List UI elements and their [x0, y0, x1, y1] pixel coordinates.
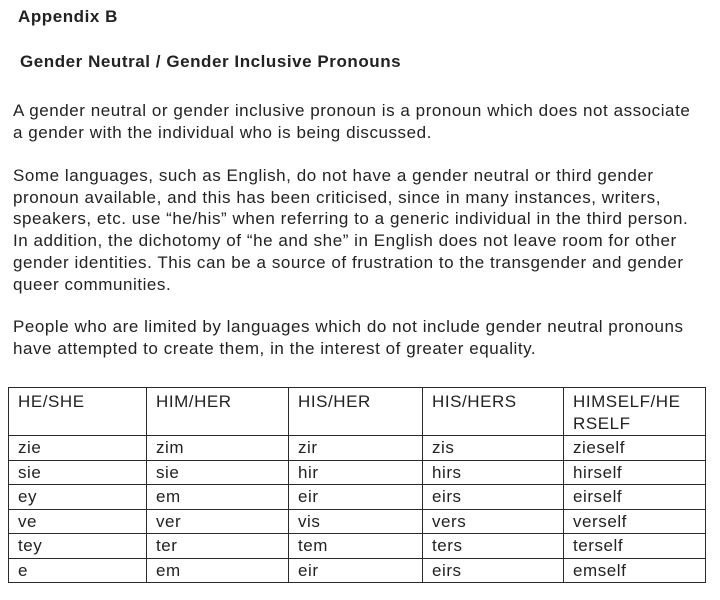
table-cell: vers [422, 508, 564, 534]
table-cell: hirs [422, 459, 564, 485]
table-cell: eirs [422, 484, 564, 510]
paragraph-line: a gender with the individual who is bein… [13, 122, 432, 142]
table-cell: ey [8, 484, 147, 510]
table-cell: eirself [563, 484, 706, 510]
paragraph-line: have attempted to create them, in the in… [13, 338, 537, 358]
paragraph-line: Some languages, such as English, do not … [13, 166, 654, 185]
table-header-cell: HIMSELF/HE RSELF [563, 387, 706, 436]
paragraph-line: In addition, the dichotomy of “he and sh… [13, 231, 677, 251]
table-cell: emself [563, 557, 706, 583]
table-cell: hirself [563, 459, 706, 485]
table-row: zie zim zir zis zieself [8, 435, 706, 461]
table-row: tey ter tem ters terself [8, 533, 706, 559]
paragraph-line: A gender neutral or gender inclusive pro… [13, 101, 691, 120]
table-cell: ve [8, 508, 147, 534]
paragraph-line: pronoun available, and this has been cri… [13, 187, 661, 207]
table-row: e em eir eirs emself [8, 557, 706, 583]
table-header-cell: HIS/HER [288, 387, 423, 436]
paragraph-english-criticism: Some languages, such as English, do not … [13, 165, 688, 295]
paragraph-intro: A gender neutral or gender inclusive pro… [13, 100, 690, 143]
table-cell: sie [8, 459, 147, 485]
table-cell: zim [146, 435, 289, 461]
table-cell: em [146, 557, 289, 583]
table-cell: eir [288, 484, 423, 510]
table-cell: em [146, 484, 289, 510]
table-cell: zieself [563, 435, 706, 461]
table-cell: zis [422, 435, 564, 461]
table-cell: vis [288, 508, 423, 534]
table-cell: e [8, 557, 147, 583]
appendix-title: Appendix B [18, 7, 118, 26]
table-row: ve ver vis vers verself [8, 508, 706, 534]
paragraph-line: speakers, etc. use “he/his” when referri… [13, 209, 689, 229]
paragraph-create-pronouns: People who are limited by languages whic… [13, 316, 684, 359]
table-header-row: HE/SHE HIM/HER HIS/HER HIS/HERS HIMSELF/HE R… [8, 387, 706, 436]
table-row: ey em eir eirs eirself [8, 484, 706, 510]
table-cell: ter [146, 533, 289, 559]
pronouns-table: HE/SHE HIM/HER HIS/HER HIS/HERS HIMSELF/HE R… [8, 387, 706, 583]
table-cell: zir [288, 435, 423, 461]
table-cell: tem [288, 533, 423, 559]
paragraph-line: queer communities. [13, 274, 172, 294]
table-cell: ters [422, 533, 564, 559]
table-cell: sie [146, 459, 289, 485]
paragraph-line: gender identities. This can be a source … [13, 252, 684, 272]
table-header-cell: HIM/HER [146, 387, 289, 436]
document-title: Gender Neutral / Gender Inclusive Pronou… [20, 52, 402, 71]
table-cell: verself [563, 508, 706, 534]
table-cell: tey [8, 533, 147, 559]
table-cell: ver [146, 508, 289, 534]
pronoun-table-container: HE/SHE HIM/HER HIS/HER HIS/HERS HIMSELF/HE R… [8, 387, 706, 583]
table-body: zie zim zir zis zieself sie sie hir hirs hirself e… [8, 435, 706, 583]
table-header-cell: HE/SHE [8, 387, 147, 436]
paragraph-line: People who are limited by languages whic… [13, 317, 684, 336]
table-cell: terself [563, 533, 706, 559]
table-row: sie sie hir hirs hirself [8, 459, 706, 485]
table-cell: zie [8, 435, 147, 461]
table-cell: eir [288, 557, 423, 583]
table-cell: eirs [422, 557, 564, 583]
table-cell: hir [288, 459, 423, 485]
table-header-cell: HIS/HERS [422, 387, 564, 436]
